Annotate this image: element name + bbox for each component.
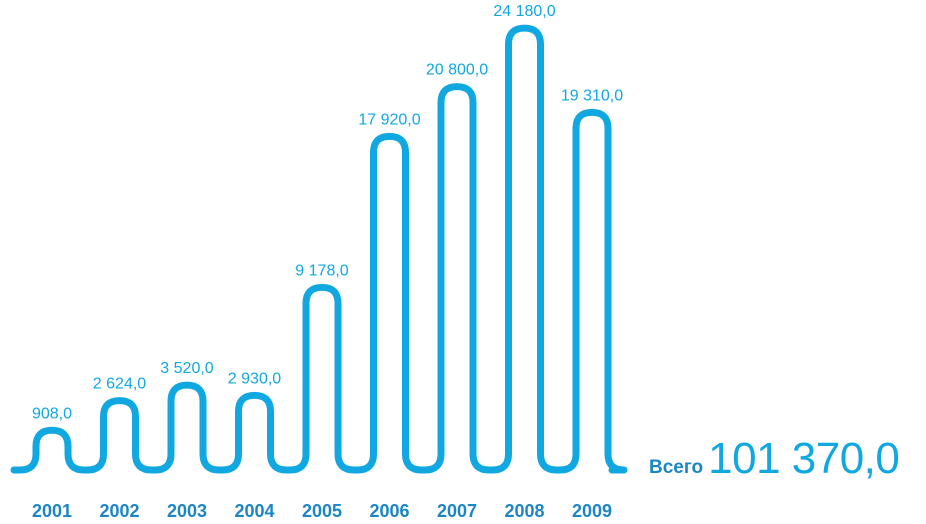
bar-2008 [509, 28, 541, 470]
year-label-2005: 2005 [302, 501, 342, 521]
bar-2007 [441, 87, 473, 470]
year-label-2001: 2001 [32, 501, 72, 521]
bar-2004 [239, 395, 271, 470]
value-label-2005: 9 178,0 [295, 262, 348, 279]
bar-2003 [171, 385, 203, 470]
value-label-2004: 2 930,0 [228, 370, 281, 387]
bar-marks [36, 28, 608, 470]
total-label: Всего [649, 457, 704, 478]
year-label-2002: 2002 [99, 501, 139, 521]
bar-2009 [576, 112, 608, 470]
value-label-2002: 2 624,0 [93, 376, 146, 393]
value-labels: 908,0 2 624,0 3 520,0 2 930,0 9 178,0 17 920,… [32, 3, 623, 422]
bar-2006 [374, 136, 406, 470]
year-label-2009: 2009 [572, 501, 612, 521]
value-label-2006: 17 920,0 [358, 111, 420, 128]
year-label-2006: 2006 [369, 501, 409, 521]
bar-2002 [104, 401, 136, 470]
value-label-2007: 20 800,0 [426, 62, 488, 79]
value-label-2003: 3 520,0 [160, 360, 213, 377]
bar-2005 [306, 287, 338, 470]
total-value: 101 370,0 [708, 434, 900, 483]
value-label-2001: 908,0 [32, 405, 72, 422]
year-label-2008: 2008 [504, 501, 544, 521]
total-block: Всего 101 370,0 [649, 434, 900, 483]
year-labels: 2001 2002 2003 2004 2005 2006 2007 2008 2009 [32, 501, 612, 521]
bar-wave-line [10, 24, 628, 474]
year-label-2004: 2004 [234, 501, 274, 521]
bar-2001 [36, 430, 68, 470]
value-label-2008: 24 180,0 [493, 3, 555, 20]
year-label-2007: 2007 [437, 501, 477, 521]
value-label-2009: 19 310,0 [561, 87, 623, 104]
year-label-2003: 2003 [167, 501, 207, 521]
